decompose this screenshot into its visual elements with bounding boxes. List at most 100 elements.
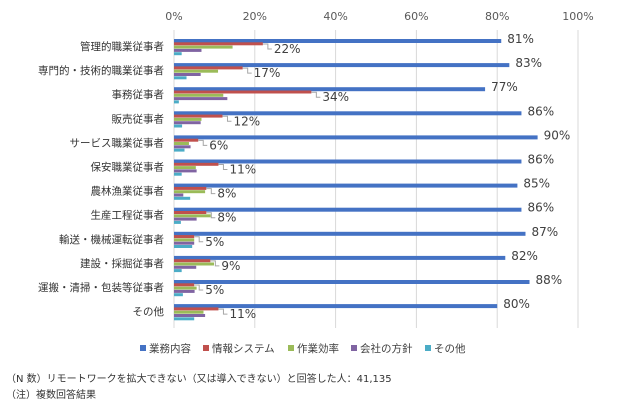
x-tick-label: 100% (562, 10, 593, 23)
legend-swatch (203, 345, 209, 351)
leader-line (194, 284, 204, 291)
bar-0 (174, 207, 522, 212)
legend-label: 作業効率 (297, 342, 339, 355)
leader-line (194, 236, 204, 243)
value-label: 86% (527, 201, 554, 215)
bar-3 (174, 73, 201, 76)
legend-label: 情報システム (212, 342, 275, 355)
bar-2 (174, 142, 189, 145)
value-label: 88% (536, 273, 563, 287)
bar-2 (174, 93, 224, 97)
leader-line (210, 260, 220, 267)
value-label: 77% (491, 80, 518, 94)
bar-0 (174, 39, 502, 43)
x-tick-label: 40% (323, 10, 347, 23)
bar-3 (174, 193, 184, 197)
leader-line (206, 212, 216, 219)
bar-3 (174, 121, 201, 125)
bar-2 (174, 310, 204, 314)
value-label: 12% (233, 114, 260, 128)
bar-3 (174, 169, 197, 173)
value-label: 90% (544, 128, 571, 142)
bar-2 (174, 117, 202, 121)
category-label: 保安職業従事者 (91, 161, 165, 174)
category-label: 運搬・清掃・包装等従事者 (38, 281, 164, 294)
bar-0 (174, 280, 530, 284)
category-label: 専門的・技術的職業従事者 (38, 64, 164, 77)
bar-1 (174, 259, 211, 263)
bar-3 (174, 97, 228, 101)
value-label: 17% (254, 66, 281, 80)
bar-4 (174, 76, 187, 80)
value-label: 87% (531, 225, 558, 239)
value-label: 11% (229, 163, 256, 177)
bar-4 (174, 196, 191, 200)
value-label: 81% (507, 32, 534, 46)
bar-4 (174, 172, 182, 176)
bar-0 (174, 87, 486, 92)
bar-3 (174, 289, 195, 293)
legend-swatch (288, 345, 294, 351)
leader-line (218, 164, 228, 170)
value-label: 11% (229, 307, 256, 321)
bar-0 (174, 159, 522, 164)
bar-1 (174, 42, 263, 46)
bar-1 (174, 66, 243, 70)
category-label: 事務従事者 (112, 88, 165, 101)
bar-2 (174, 238, 195, 242)
legend-swatch (351, 345, 357, 351)
category-label: 管理的職業従事者 (80, 40, 164, 53)
sample-size-note: （N 数）リモートワークを拡大できない（又は導入できない）と回答した人：41,1… (6, 374, 392, 385)
value-label: 5% (205, 283, 224, 297)
bar-3 (174, 217, 197, 221)
bar-0 (174, 183, 518, 188)
bar-4 (174, 269, 182, 273)
value-label: 22% (274, 42, 301, 56)
bar-4 (174, 124, 183, 128)
x-tick-label: 80% (485, 10, 509, 23)
leader-line (206, 188, 216, 195)
bar-2 (174, 286, 197, 290)
bar-0 (174, 304, 498, 309)
category-label: 農林漁業従事者 (91, 185, 165, 198)
value-label: 86% (527, 153, 554, 167)
value-label: 5% (205, 235, 224, 249)
bar-2 (174, 262, 214, 266)
value-label: 86% (527, 104, 554, 118)
value-label: 6% (209, 138, 228, 152)
value-label: 80% (503, 297, 530, 311)
bar-1 (174, 235, 195, 239)
bar-3 (174, 48, 202, 52)
bar-2 (174, 214, 211, 218)
bar-4 (174, 293, 183, 297)
bar-1 (174, 138, 199, 142)
bar-4 (174, 245, 193, 248)
leader-line (222, 115, 232, 122)
leader-line (262, 43, 272, 50)
bar-1 (174, 186, 207, 190)
value-label: 9% (221, 259, 240, 273)
bar-3 (174, 314, 206, 317)
leader-line (311, 91, 321, 98)
bar-1 (174, 114, 223, 118)
bar-4 (174, 148, 185, 152)
value-label: 8% (217, 187, 236, 201)
category-label: サービス職業従事者 (70, 136, 165, 149)
value-label: 8% (217, 211, 236, 225)
category-label: 販売従事者 (112, 112, 165, 125)
bar-1 (174, 211, 207, 214)
bar-3 (174, 145, 191, 149)
legend-swatch (140, 345, 146, 351)
bar-0 (174, 231, 526, 236)
x-tick-label: 60% (404, 10, 428, 23)
bar-3 (174, 241, 195, 245)
leader-line (198, 139, 208, 146)
bar-4 (174, 52, 182, 56)
category-label: 建設・採掘従事者 (80, 257, 164, 270)
bar-4 (174, 100, 179, 104)
bar-0 (174, 63, 510, 68)
x-tick-label: 20% (243, 10, 267, 23)
category-label: 生産工程従事者 (91, 209, 165, 222)
bar-0 (174, 111, 522, 116)
